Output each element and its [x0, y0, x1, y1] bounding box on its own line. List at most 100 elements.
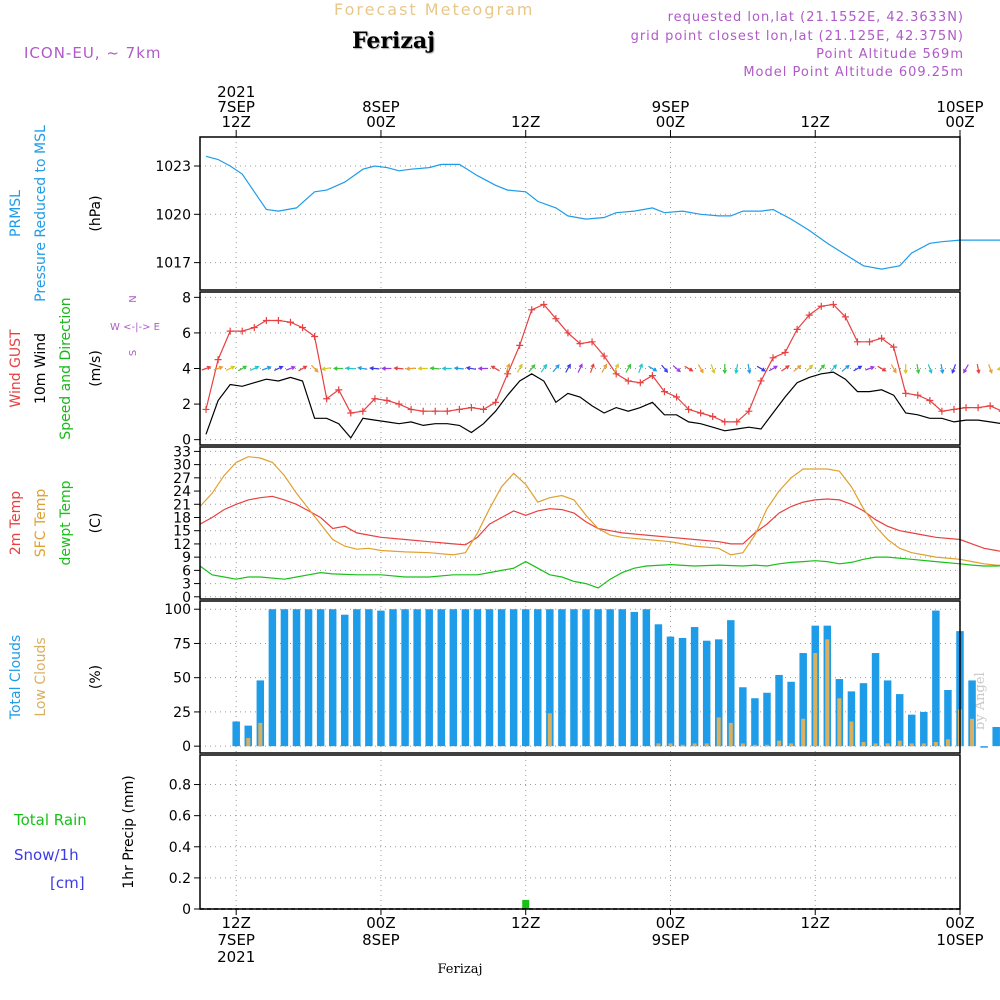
wind-direction-arrow	[648, 365, 658, 372]
top-time-label: 7SEP	[217, 98, 255, 116]
low-clouds-bar	[680, 744, 685, 747]
low-clouds-bar	[813, 653, 818, 747]
series-line-pressure	[205, 155, 1000, 270]
panel-y-unit: (m/s)	[88, 350, 104, 387]
bottom-time-label: 12Z	[801, 914, 830, 932]
wind-direction-arrow	[672, 365, 681, 373]
y-tick-label: 2	[182, 397, 191, 413]
wind-direction-arrow	[261, 365, 272, 371]
wind-direction-arrow	[890, 364, 897, 374]
wind-direction-arrow	[577, 363, 583, 373]
gust-marker	[576, 340, 584, 348]
location-title: Ferizaj	[352, 28, 436, 54]
wind-direction-arrow	[565, 363, 571, 373]
total-clouds-bar	[389, 609, 397, 747]
total-clouds-bar	[413, 609, 421, 747]
total-clouds-bar	[485, 609, 494, 747]
wind-direction-arrow	[505, 363, 511, 373]
wind-direction-arrow	[357, 366, 368, 371]
gust-marker	[685, 405, 693, 413]
top-time-label: 8SEP	[362, 98, 400, 116]
wind-direction-arrow	[903, 364, 908, 375]
total-clouds-bar	[883, 680, 892, 747]
total-clouds-bar	[377, 610, 385, 747]
wind-direction-arrow	[638, 363, 643, 373]
gust-marker	[479, 405, 487, 413]
y-tick-label: 0.4	[169, 840, 191, 856]
total-clouds-bar	[920, 711, 928, 747]
gust-marker	[733, 418, 741, 426]
gust-marker	[757, 377, 765, 385]
top-time-label: 10SEP	[936, 98, 983, 116]
wind-direction-arrow	[963, 364, 969, 374]
gust-marker	[866, 338, 874, 346]
gust-marker	[709, 413, 717, 421]
gust-marker	[226, 327, 234, 335]
requested-coords: requested lon,lat (21.1552E, 42.3633N)	[667, 10, 964, 25]
gust-marker	[805, 311, 813, 319]
panel-5: 0 0.2 0.4 0.6 0.8 Total Rain Snow/1h [cm] 1hr Pr…	[13, 754, 961, 918]
wind-direction-arrow	[877, 365, 887, 372]
low-clouds-bar	[777, 740, 782, 747]
wind-direction-arrow	[684, 365, 694, 372]
gust-marker	[455, 405, 463, 413]
gust-marker	[299, 324, 307, 332]
wind-direction-arrow	[951, 364, 957, 374]
wind-direction-arrow	[320, 366, 332, 371]
total-clouds-bar	[847, 691, 856, 747]
wind-direction-arrow	[465, 366, 477, 371]
total-clouds-bar	[787, 681, 795, 747]
total-clouds-bar	[727, 620, 735, 747]
top-time-label: 9SEP	[652, 98, 690, 116]
gust-marker	[829, 300, 837, 308]
panel-label: SFC Temp	[33, 489, 49, 558]
wind-direction-arrow	[734, 363, 739, 375]
panel-label: Pressure Reduced to MSL	[33, 125, 49, 302]
low-clouds-bar	[801, 718, 806, 747]
point-altitude: Point Altitude 569m	[816, 47, 964, 62]
total-clouds-bar	[365, 609, 373, 747]
total-clouds-bar	[292, 609, 301, 747]
y-tick-label: 1023	[155, 159, 191, 175]
low-clouds-bar	[970, 718, 975, 747]
total-clouds-bar	[859, 683, 868, 747]
top-time-label: 12Z	[511, 113, 540, 131]
gust-marker	[552, 315, 560, 323]
total-clouds-bar	[534, 609, 542, 747]
panel-y-unit: (hPa)	[88, 195, 104, 231]
total-clouds-bar	[425, 609, 433, 747]
y-tick-label: 4	[182, 362, 191, 378]
total-clouds-bar	[751, 698, 759, 747]
wind-direction-arrow	[540, 363, 548, 373]
gust-marker	[890, 343, 898, 351]
low-clouds-bar	[752, 744, 757, 747]
wind-direction-arrow	[528, 364, 536, 373]
bottom-time-label: 2021	[217, 948, 255, 966]
wind-direction-arrow	[589, 363, 595, 373]
total-clouds-bar	[570, 609, 578, 747]
y-tick-label: 3	[182, 577, 191, 593]
gust-marker	[504, 370, 512, 378]
wind-direction-arrow	[613, 363, 619, 373]
gust-marker	[962, 404, 970, 412]
gust-marker	[250, 324, 258, 332]
total-clouds-bar	[871, 653, 880, 747]
wind-direction-arrow	[927, 364, 933, 374]
gust-marker	[600, 352, 608, 360]
low-clouds-bar	[728, 722, 733, 747]
wind-direction-arrow	[793, 364, 802, 372]
y-tick-label: 1017	[155, 256, 191, 272]
low-clouds-bar	[861, 742, 866, 747]
gust-marker	[660, 388, 668, 396]
gust-marker	[612, 370, 620, 378]
total-clouds-bar	[618, 609, 626, 747]
total-clouds-bar	[992, 726, 1000, 747]
compass-south: S	[128, 350, 139, 356]
model-label: ICON-EU, ~ 7km	[24, 44, 162, 62]
wind-direction-arrow	[756, 365, 766, 372]
y-tick-label: 25	[173, 705, 191, 721]
low-clouds-bar	[656, 743, 661, 747]
watermark: by Angel	[973, 672, 988, 730]
gust-marker	[202, 405, 210, 413]
low-clouds-bar	[933, 742, 938, 747]
